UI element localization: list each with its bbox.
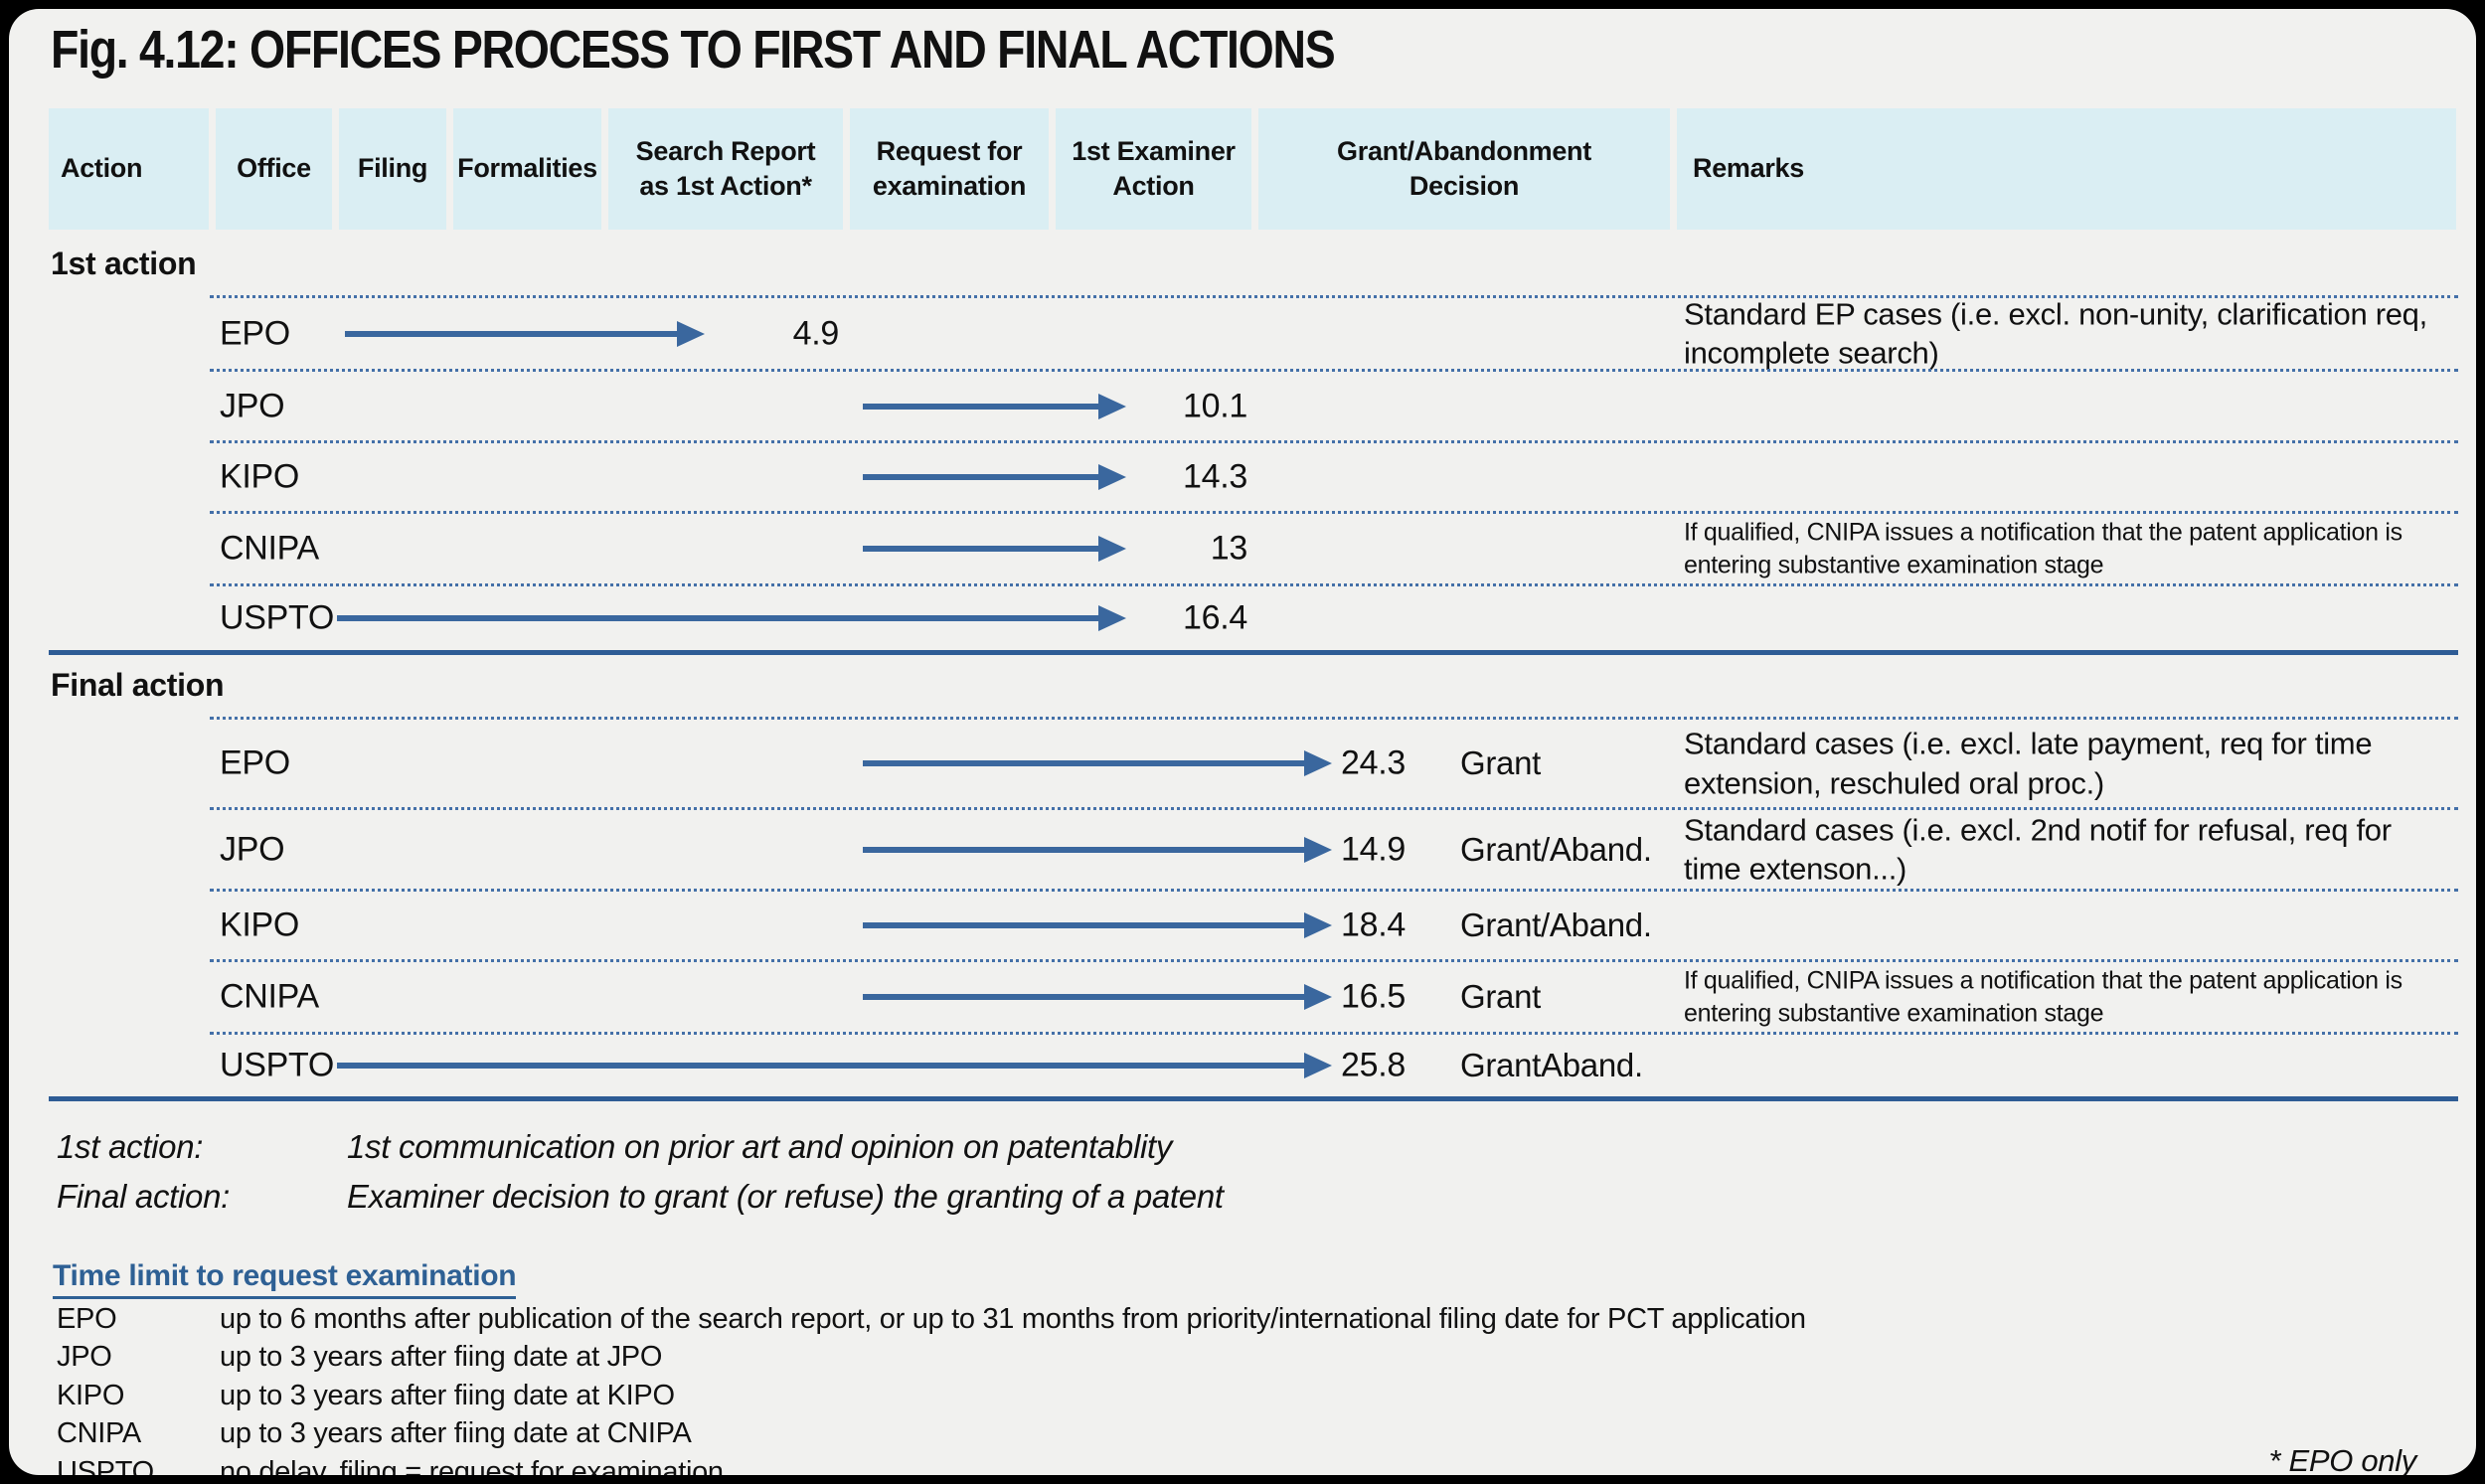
time-limit-text: up to 3 years after fiing date at CNIPA [220, 1417, 692, 1450]
time-limit-office: JPO [57, 1341, 112, 1374]
time-limit-text: no delay, filing = request for examinati… [220, 1455, 724, 1475]
section-label-1st-action: 1st action [51, 246, 197, 281]
definition-text: Examiner decision to grant (or refuse) t… [347, 1178, 1224, 1215]
row-1st-cnipa: CNIPA 13 If qualified, CNIPA issues a no… [210, 511, 2458, 583]
months-value: 24.3 [1341, 743, 1406, 782]
column-header-remarks: Remarks [1677, 108, 2456, 230]
timeline-arrow [863, 474, 1098, 480]
section-label-final-action: Final action [51, 667, 225, 703]
row-final-epo: EPO 24.3 Grant Standard cases (i.e. excl… [210, 717, 2458, 807]
decision-label: Grant [1460, 978, 1542, 1015]
time-limit-kipo: KIPO up to 3 years after fiing date at K… [57, 1377, 1806, 1415]
months-value: 14.3 [1183, 457, 1247, 496]
office-label: USPTO [220, 1046, 335, 1084]
office-label: CNIPA [220, 977, 319, 1016]
time-limit-jpo: JPO up to 3 years after fiing date at JP… [57, 1339, 1806, 1378]
remark-text: Standard cases (i.e. excl. 2nd notif for… [1684, 811, 2392, 887]
column-header-action: Action [49, 108, 209, 230]
timeline-arrow [345, 330, 677, 337]
time-limit-text: up to 6 months after publication of the … [220, 1302, 1806, 1335]
time-limit-uspto: USPTO no delay, filing = request for exa… [57, 1453, 1806, 1475]
row-final-kipo: KIPO 18.4 Grant/Aband. [210, 889, 2458, 959]
row-final-cnipa: CNIPA 16.5 Grant If qualified, CNIPA iss… [210, 959, 2458, 1032]
office-label: JPO [220, 387, 285, 424]
figure-panel: Fig. 4.12: OFFICES PROCESS TO FIRST AND … [9, 9, 2476, 1475]
column-header-office: Office [216, 108, 332, 230]
months-value: 13 [1210, 529, 1248, 568]
months-value: 18.4 [1341, 906, 1406, 944]
column-header-grant-abandonment: Grant/Abandonment Decision [1258, 108, 1670, 230]
definition-term: Final action: [57, 1178, 231, 1215]
definitions-block: 1st action: 1st communication on prior a… [57, 1128, 1224, 1228]
time-limit-office: KIPO [57, 1379, 125, 1411]
definition-term: 1st action: [57, 1128, 204, 1165]
row-1st-jpo: JPO 10.1 [210, 369, 2458, 440]
months-value: 4.9 [792, 314, 840, 352]
column-header-formalities: Formalities [453, 108, 601, 230]
office-label: CNIPA [220, 529, 319, 568]
decision-label: GrantAband. [1460, 1047, 1643, 1083]
time-limit-office: USPTO [57, 1455, 154, 1475]
time-limit-list: EPO up to 6 months after publication of … [57, 1300, 1806, 1475]
timeline-arrow [863, 846, 1304, 853]
time-limit-epo: EPO up to 6 months after publication of … [57, 1300, 1806, 1339]
section-divider [49, 650, 2458, 655]
decision-label: Grant/Aband. [1460, 907, 1652, 943]
office-label: KIPO [220, 457, 300, 496]
months-value: 16.5 [1341, 977, 1406, 1016]
column-header-1st-examiner: 1st Examiner Action [1056, 108, 1251, 230]
office-label: EPO [220, 743, 290, 782]
office-label: EPO [220, 314, 290, 352]
timeline-arrow [863, 760, 1304, 766]
remark-text: Standard cases (i.e. excl. late payment,… [1684, 726, 2373, 800]
timeline-arrow [337, 1063, 1304, 1069]
remark-text: If qualified, CNIPA issues a notificatio… [1684, 966, 2402, 1028]
column-header-request-examination: Request for examination [850, 108, 1049, 230]
figure-title: Fig. 4.12: OFFICES PROCESS TO FIRST AND … [51, 20, 1336, 80]
timeline-arrow [337, 615, 1098, 621]
footnote-epo-only: * EPO only [2268, 1443, 2416, 1475]
row-1st-epo: EPO 4.9 Standard EP cases (i.e. excl. no… [210, 295, 2458, 371]
time-limit-office: CNIPA [57, 1417, 141, 1450]
definition-1st-action: 1st action: 1st communication on prior a… [57, 1128, 1224, 1166]
months-value: 25.8 [1341, 1046, 1406, 1084]
row-1st-uspto: USPTO 16.4 [210, 583, 2458, 650]
months-value: 16.4 [1183, 598, 1247, 637]
time-limit-office: EPO [57, 1302, 117, 1335]
remark-text: Standard EP cases (i.e. excl. non-unity,… [1684, 295, 2427, 371]
row-final-uspto: USPTO 25.8 GrantAband. [210, 1032, 2458, 1096]
decision-label: Grant [1460, 744, 1542, 781]
section-divider [49, 1096, 2458, 1101]
column-header-filing: Filing [339, 108, 446, 230]
timeline-arrow [863, 994, 1304, 1000]
months-value: 14.9 [1341, 830, 1406, 868]
decision-label: Grant/Aband. [1460, 830, 1652, 868]
time-limit-cnipa: CNIPA up to 3 years after fiing date at … [57, 1415, 1806, 1454]
office-label: JPO [220, 830, 285, 868]
timeline-arrow [863, 546, 1098, 552]
office-label: USPTO [220, 598, 335, 637]
time-limit-text: up to 3 years after fiing date at JPO [220, 1341, 663, 1374]
column-header-search-report: Search Report as 1st Action* [608, 108, 843, 230]
time-limit-text: up to 3 years after fiing date at KIPO [220, 1379, 675, 1411]
definition-final-action: Final action: Examiner decision to grant… [57, 1178, 1224, 1216]
time-limit-heading: Time limit to request examination [53, 1259, 517, 1299]
timeline-arrow [863, 922, 1304, 928]
months-value: 10.1 [1183, 387, 1247, 424]
definition-text: 1st communication on prior art and opini… [347, 1128, 1173, 1165]
office-label: KIPO [220, 906, 300, 944]
row-final-jpo: JPO 14.9 Grant/Aband. Standard cases (i.… [210, 807, 2458, 889]
remark-text: If qualified, CNIPA issues a notificatio… [1684, 518, 2402, 579]
timeline-arrow [863, 403, 1098, 410]
row-1st-kipo: KIPO 14.3 [210, 440, 2458, 511]
